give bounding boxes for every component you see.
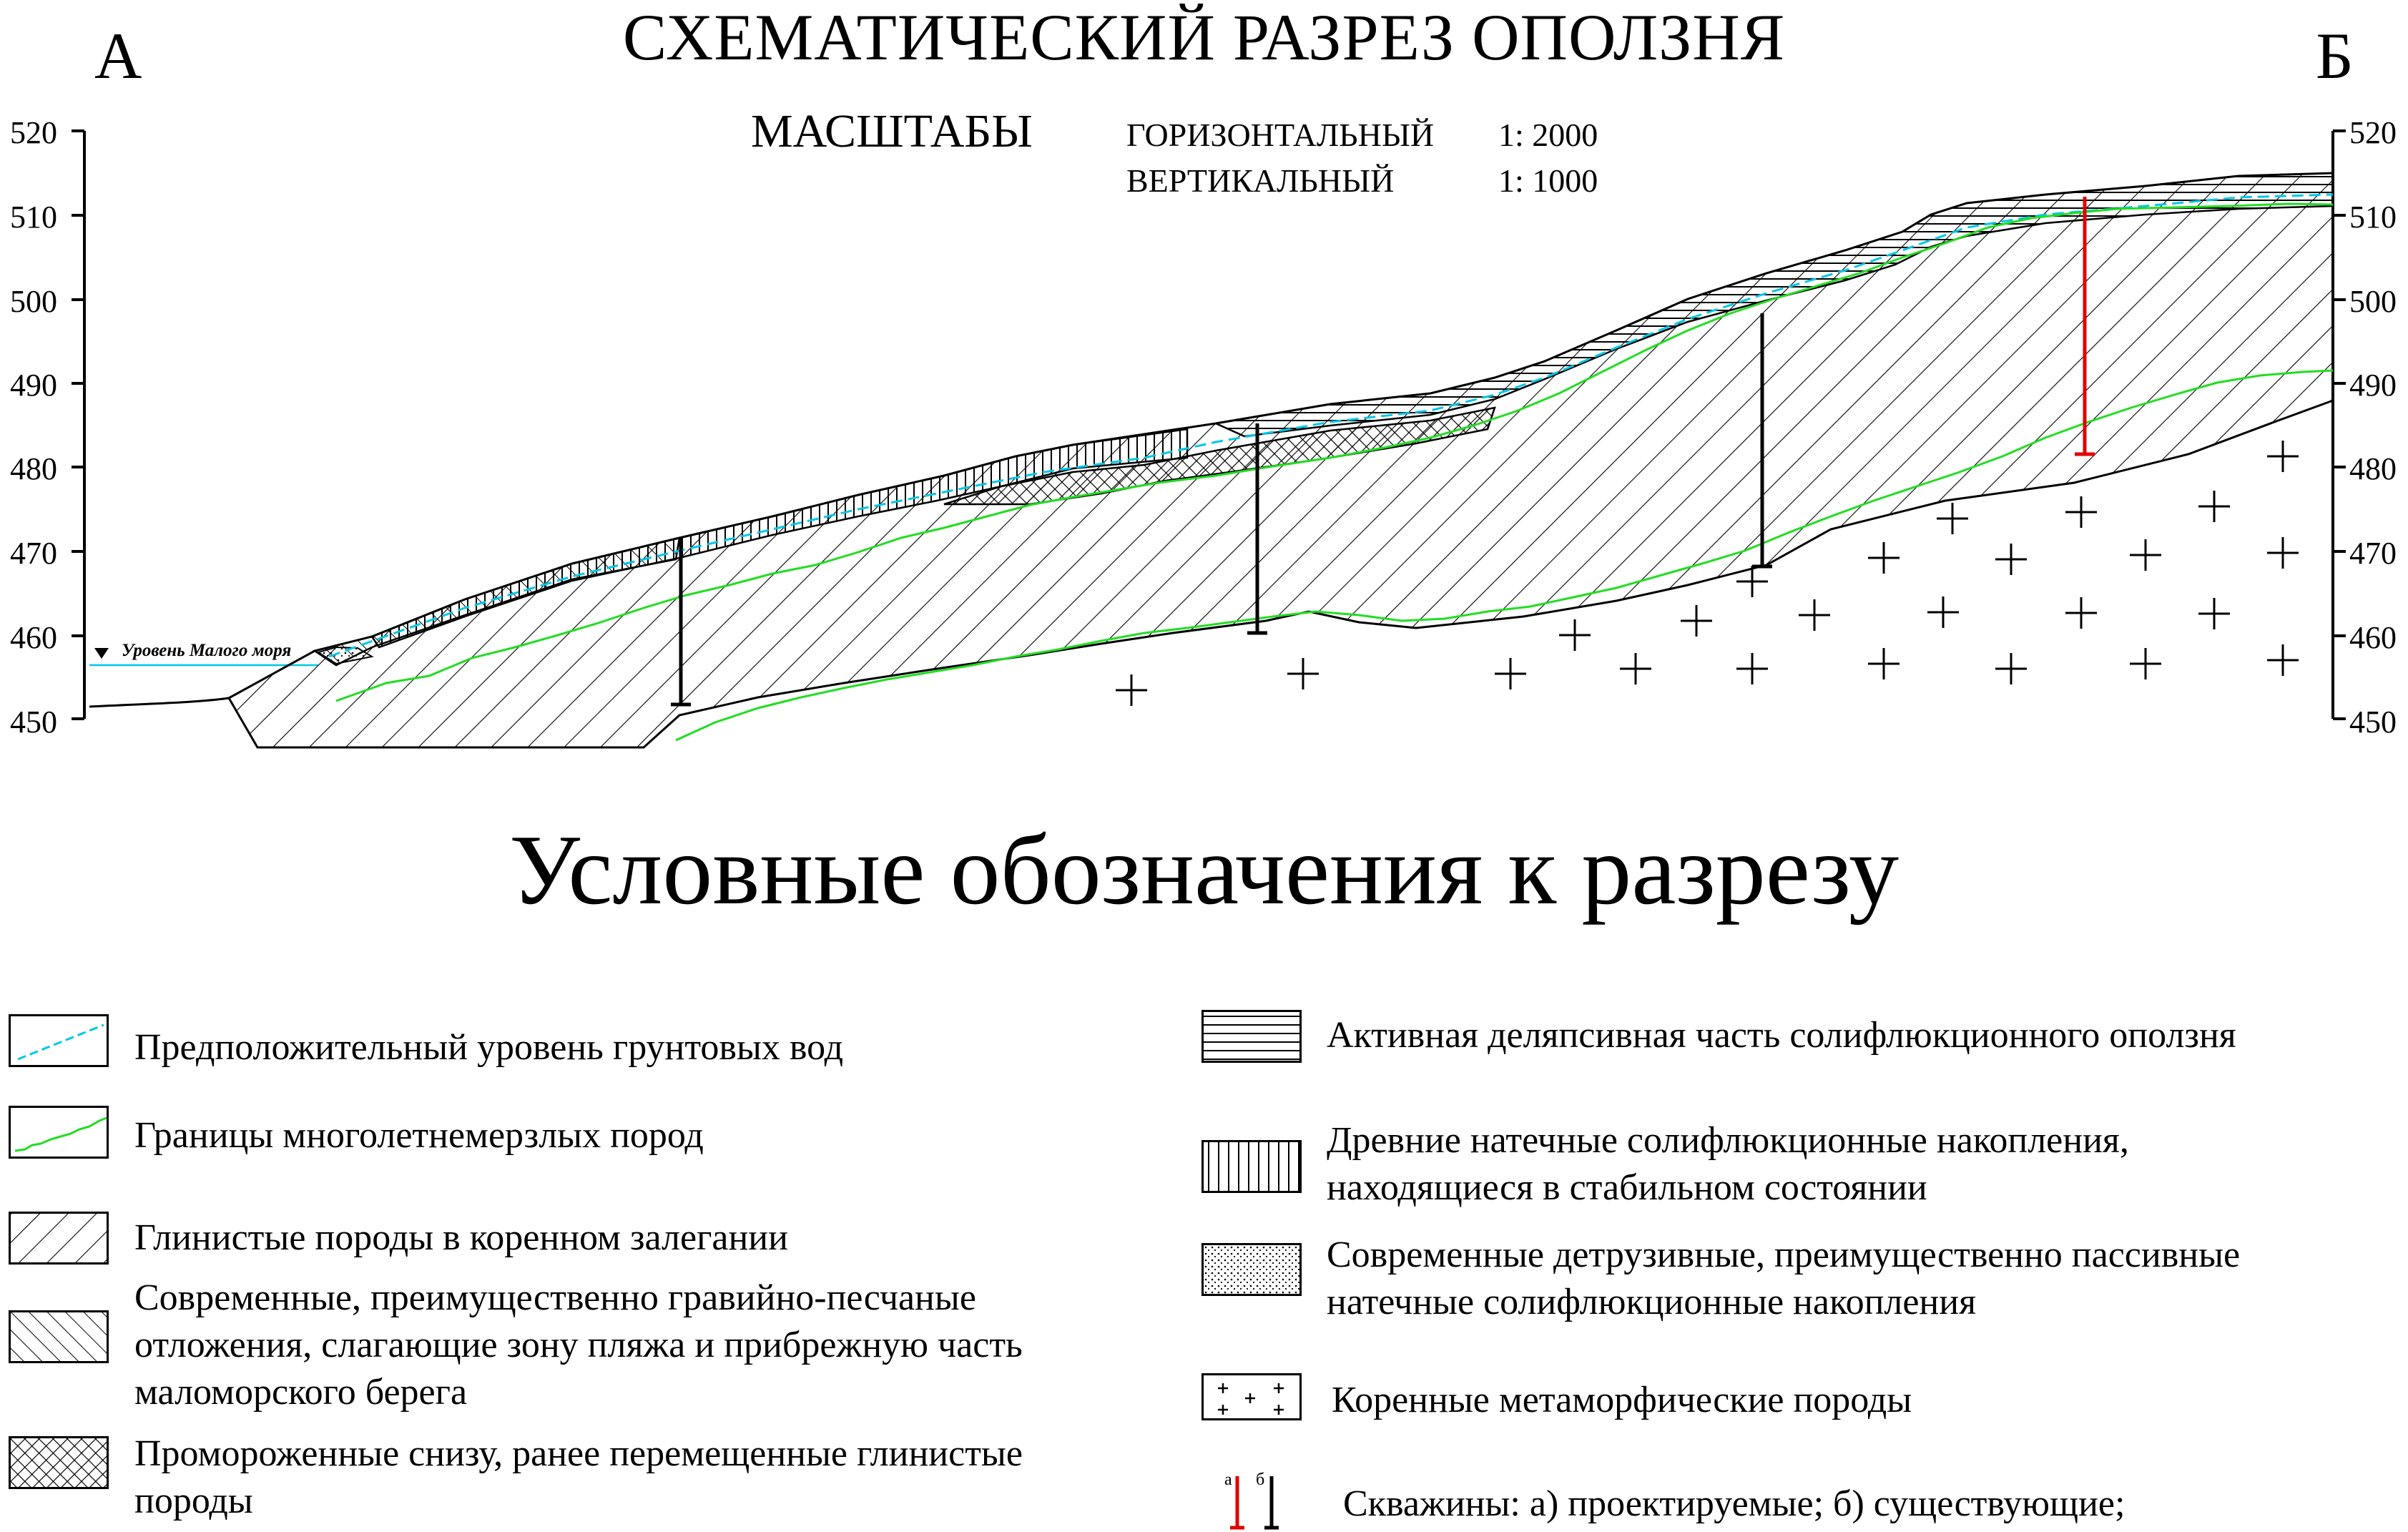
legend-swatch-gravel-sand: [9, 1310, 109, 1363]
axis-left-tick-label: 510: [10, 200, 57, 235]
legend-swatch-permafrost: [9, 1106, 109, 1159]
legend-swatch-ancient-flow: [1201, 1140, 1302, 1193]
legend-text-modern-detrusive-1: Современные детрузивные, преимущественно…: [1327, 1234, 2241, 1275]
legend-swatch-modern-detrusive: [1201, 1243, 1302, 1296]
axis-right-tick-label: 470: [2349, 536, 2397, 571]
crosshatch-swatch-icon: [11, 1438, 107, 1487]
legend-text-ancient-flow-1: Древние натечные солифлюкционные накопле…: [1327, 1120, 2129, 1161]
metamorphic-bedrock-marks: [1116, 441, 2299, 706]
axis-right-tick-label: 500: [2349, 284, 2397, 319]
legend-text-active-landslide: Активная деляпсивная часть солифлюкционн…: [1327, 1015, 2236, 1056]
borehole-mark-a: а: [1224, 1470, 1232, 1489]
elevation-axis-left: [72, 129, 86, 720]
scales-heading: МАСШТАБЫ: [751, 105, 1033, 157]
axis-right-tick-label: 490: [2349, 368, 2397, 403]
axis-left-tick-label: 490: [10, 368, 57, 403]
axis-left-tick-label: 470: [10, 536, 57, 571]
cross-section-drawing: [72, 129, 2346, 749]
legend-text-modern-detrusive-2: натечные солифлюкционные накопления: [1327, 1282, 1976, 1322]
axis-left-tick-label: 520: [10, 115, 57, 150]
horizontal-scale-label: ГОРИЗОНТАЛЬНЫЙ: [1126, 117, 1435, 153]
legend-swatch-frozen-clay: [9, 1436, 109, 1489]
horizontal-scale-value: 1: 2000: [1498, 117, 1598, 153]
legend-text-clay-bedrock: Глинистые породы в коренном залегании: [134, 1217, 788, 1258]
existing-borehole: [1752, 313, 1772, 569]
axis-left-tick-label: 500: [10, 284, 57, 319]
legend-swatch-active-landslide: [1201, 1010, 1302, 1063]
axis-right-tick-label: 520: [2349, 115, 2397, 150]
axis-right-tick-label: 450: [2349, 704, 2397, 740]
legend-swatch-metamorphic: [1201, 1373, 1302, 1420]
sea-level-label: Уровень Малого моря: [122, 641, 292, 660]
active-landslide-zone: [1212, 172, 2334, 438]
permafrost-lower-boundary: [675, 369, 2334, 742]
legend-text-permafrost: Границы многолетнемерзлых пород: [134, 1115, 704, 1156]
legend-text-frozen-clay-1: Промороженные снизу, ранее перемещенные …: [134, 1433, 1023, 1474]
borehole-swatch-icon: [1230, 1476, 1279, 1530]
axis-left-tick-label: 450: [10, 704, 57, 740]
projected-borehole: [2075, 197, 2095, 456]
sea-surface-line: [89, 697, 230, 708]
legend-text-boreholes: Скважины: а) проектируемые; б) существую…: [1343, 1483, 2126, 1524]
axis-left-tick-label: 460: [10, 620, 57, 655]
elevation-axis-right: [2331, 129, 2346, 720]
section-title: СХЕМАТИЧЕСКИЙ РАЗРЕЗ ОПОЛЗНЯ: [622, 1, 1786, 74]
legend-swatch-boreholes: а б: [1216, 1466, 1294, 1531]
legend-text-ancient-flow-2: находящиеся в стабильном состоянии: [1327, 1167, 1927, 1208]
cross-marks-swatch-icon: [1218, 1383, 1284, 1415]
legend-text-gravel-sand-1: Современные, преимущественно гравийно-пе…: [134, 1277, 976, 1318]
permafrost-upper-boundary: [335, 202, 2334, 702]
legend-text-metamorphic: Коренные метаморфические породы: [1332, 1380, 1912, 1420]
vertical-scale-label: ВЕРТИКАЛЬНЫЙ: [1126, 162, 1395, 199]
axis-left-tick-label: 480: [10, 451, 57, 486]
clay-hatch-swatch-icon: [11, 1214, 107, 1262]
section-start-label: А: [94, 19, 142, 92]
legend-text-frozen-clay-2: породы: [134, 1481, 253, 1521]
axis-right-tick-label: 480: [2349, 451, 2397, 486]
gravel-hatch-swatch-icon: [11, 1312, 107, 1361]
legend-swatch-groundwater: [9, 1014, 109, 1067]
legend-swatch-clay-bedrock: [9, 1212, 109, 1265]
vertical-scale-value: 1: 1000: [1498, 162, 1598, 199]
borehole-mark-b: б: [1256, 1470, 1265, 1489]
modern-detrusive-zone: [316, 646, 374, 665]
legend-title: Условные обозначения к разрезу: [509, 815, 1899, 925]
sea-level-marker-icon: [94, 648, 109, 659]
axis-right-tick-label: 460: [2349, 620, 2397, 655]
existing-borehole: [671, 538, 691, 707]
horizontal-hatch-swatch-icon: [1204, 1012, 1299, 1061]
section-end-label: Б: [2316, 19, 2354, 92]
existing-borehole: [1247, 423, 1267, 635]
dotted-swatch-icon: [1204, 1245, 1299, 1294]
vertical-hatch-swatch-icon: [1204, 1142, 1299, 1191]
legend-text-groundwater: Предположительный уровень грунтовых вод: [134, 1027, 844, 1068]
groundwater-swatch-icon: [17, 1023, 104, 1061]
axis-right-tick-label: 510: [2349, 200, 2397, 235]
legend-text-gravel-sand-2: отложения, слагающие зону пляжа и прибре…: [134, 1325, 1023, 1365]
permafrost-swatch-icon: [14, 1116, 107, 1152]
legend-text-gravel-sand-3: маломорского берега: [134, 1372, 468, 1413]
